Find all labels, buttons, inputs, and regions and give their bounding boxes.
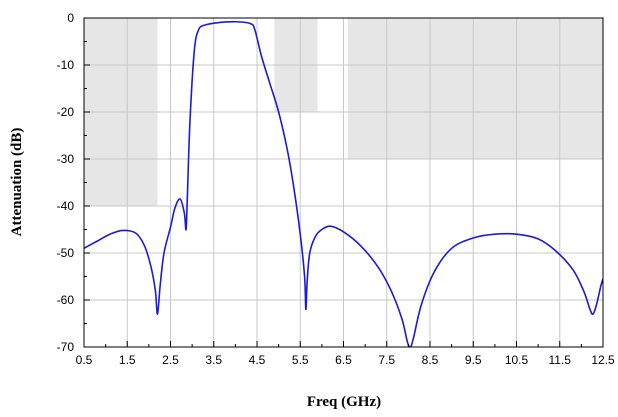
y-tick-label: 0 — [67, 11, 74, 25]
y-tick-label: -20 — [57, 105, 75, 119]
x-tick-label: 3.5 — [205, 353, 222, 367]
x-tick-label: 8.5 — [422, 353, 439, 367]
y-tick-label: -30 — [57, 152, 75, 166]
y-tick-label: -10 — [57, 58, 75, 72]
axis-ticks: 0.5 1.5 2.5 3.5 4.5 5.5 6.5 7.5 8.5 9.5 10.5 11.5 12… — [57, 11, 615, 367]
x-tick-label: 1.5 — [119, 353, 136, 367]
x-tick-label: 2.5 — [162, 353, 179, 367]
x-tick-label: 12.5 — [591, 353, 615, 367]
x-tick-label: 0.5 — [76, 353, 93, 367]
series-layer — [84, 20, 603, 347]
x-tick-label: 5.5 — [292, 353, 309, 367]
x-tick-label: 7.5 — [378, 353, 395, 367]
y-tick-label: -40 — [57, 199, 75, 213]
x-tick-label: 11.5 — [549, 353, 572, 367]
x-tick-label: 6.5 — [335, 353, 352, 367]
x-axis-title: Freq (GHz) — [307, 394, 381, 410]
mask-region-2 — [347, 18, 603, 159]
y-tick-label: -60 — [57, 293, 75, 307]
x-tick-label: 10.5 — [505, 353, 529, 367]
y-tick-label: -50 — [57, 246, 75, 260]
y-axis-title: Attenuation (dB) — [9, 128, 25, 237]
x-tick-label: 9.5 — [465, 353, 482, 367]
x-tick-label: 4.5 — [249, 353, 266, 367]
series-line-0 — [84, 20, 603, 347]
y-tick-label: -70 — [57, 340, 75, 354]
